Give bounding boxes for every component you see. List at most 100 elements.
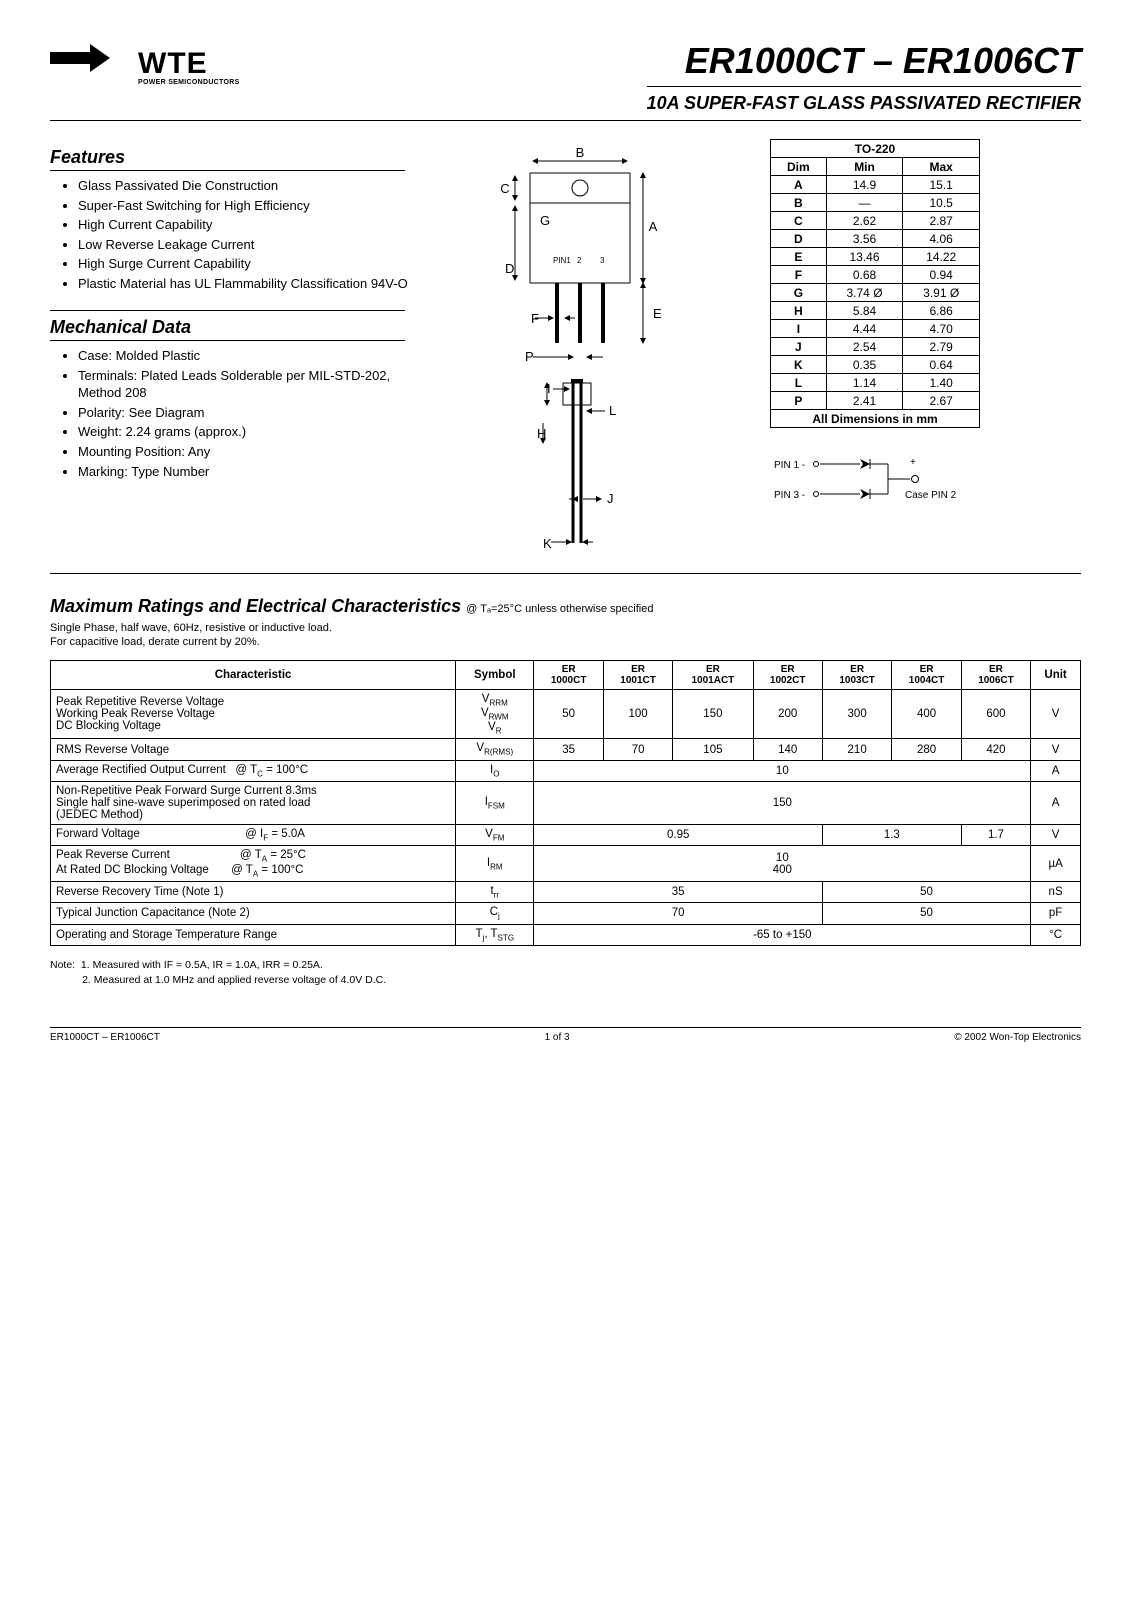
dim-A: A [649,219,658,234]
mechdata-rule [50,340,405,341]
feature-item: Glass Passivated Die Construction [78,177,425,195]
pin-plus: + [910,457,916,468]
features-title: Features [50,147,425,168]
dims-cell: 3.74 Ø [826,284,903,302]
ratings-row: Peak Repetitive Reverse VoltageWorking P… [51,689,1081,739]
header-rule [50,120,1081,121]
package-drawing: B C G A D PIN1 2 3 E F P I L H J [475,143,675,563]
dims-cell: 4.44 [826,320,903,338]
left-column: Features Glass Passivated Die Constructi… [50,139,425,563]
dims-cell: 2.62 [826,212,903,230]
ratings-symbol: Tj, TSTG [456,924,534,945]
dims-row: D3.564.06 [771,230,980,248]
ratings-value: 35 [534,881,822,902]
dims-row: K0.350.64 [771,356,980,374]
mid-row: Features Glass Passivated Die Constructi… [50,139,1081,563]
ratings-value: 300 [822,689,891,739]
dims-cell: I [771,320,827,338]
dims-cell: 0.64 [903,356,980,374]
ratings-char: RMS Reverse Voltage [51,739,456,760]
mechdata-rule-top [50,310,405,311]
dim-E: E [653,306,662,321]
dims-header: Min [826,158,903,176]
dim-C: C [500,181,509,196]
mechdata-item: Terminals: Plated Leads Solderable per M… [78,367,425,402]
bottom-notes: Note: 1. Measured with IF = 0.5A, IR = 1… [50,958,1081,987]
footer-left: ER1000CT – ER1006CT [50,1032,160,1043]
ratings-char: Reverse Recovery Time (Note 1) [51,881,456,902]
dims-cell: 1.40 [903,374,980,392]
dims-cell: C [771,212,827,230]
dims-cell: 2.41 [826,392,903,410]
footer-right: © 2002 Won-Top Electronics [954,1032,1081,1043]
title-block: ER1000CT – ER1006CT 10A SUPER-FAST GLASS… [647,40,1081,114]
dims-cell: 0.94 [903,266,980,284]
dims-row: A14.915.1 [771,176,980,194]
ratings-symbol: VFM [456,825,534,846]
dims-cell: 1.14 [826,374,903,392]
subtitle: 10A SUPER-FAST GLASS PASSIVATED RECTIFIE… [647,93,1081,114]
pin2-label: 2 [577,256,582,265]
dims-header: Max [903,158,980,176]
dims-cell: 0.35 [826,356,903,374]
dims-cell: 10.5 [903,194,980,212]
ratings-char: Operating and Storage Temperature Range [51,924,456,945]
title-rule [647,86,1081,87]
ratings-header: ER1006CT [961,660,1030,689]
ratings-value: 600 [961,689,1030,739]
ratings-symbol: IFSM [456,782,534,825]
ratings-value: 200 [753,689,822,739]
dims-cell: 3.91 Ø [903,284,980,302]
pin3-text: PIN 3 - [774,490,805,501]
ratings-row: Typical Junction Capacitance (Note 2)Cj7… [51,903,1081,924]
ratings-value: 140 [753,739,822,760]
mechdata-item: Mounting Position: Any [78,443,425,461]
ratings-char: Peak Reverse Current @ TA = 25°CAt Rated… [51,846,456,882]
dim-I: I [547,381,551,396]
logo-text: WTE POWER SEMICONDUCTORS [138,49,240,86]
dim-K: K [543,536,552,551]
pin-diagram: PIN 1 - PIN 3 - + Case PIN 2 [770,450,980,520]
right-column: TO-220 DimMinMax A14.915.1B—10.5C2.622.8… [725,139,1025,563]
pin1-label: PIN1 [553,256,571,265]
dims-cell: D [771,230,827,248]
dimensions-table: TO-220 DimMinMax A14.915.1B—10.5C2.622.8… [770,139,980,428]
ratings-unit: pF [1031,903,1081,924]
ratings-header: ER1002CT [753,660,822,689]
ratings-unit: V [1031,689,1081,739]
dims-cell: 3.56 [826,230,903,248]
dims-cell: 2.67 [903,392,980,410]
ratings-unit: µA [1031,846,1081,882]
pin3-label: 3 [600,256,605,265]
dims-cell: 5.84 [826,302,903,320]
ratings-title: Maximum Ratings and Electrical Character… [50,596,1081,617]
page-footer: ER1000CT – ER1006CT 1 of 3 © 2002 Won-To… [50,1027,1081,1043]
ratings-unit: °C [1031,924,1081,945]
ratings-row: Non-Repetitive Peak Forward Surge Curren… [51,782,1081,825]
dims-row: G3.74 Ø3.91 Ø [771,284,980,302]
ratings-header: ER1003CT [822,660,891,689]
dims-cell: 13.46 [826,248,903,266]
ratings-header: Unit [1031,660,1081,689]
dims-cell: A [771,176,827,194]
ratings-char: Average Rectified Output Current @ TC = … [51,760,456,781]
mechdata-title: Mechanical Data [50,317,425,338]
ratings-row: Peak Reverse Current @ TA = 25°CAt Rated… [51,846,1081,882]
dim-D: D [505,261,514,276]
ratings-table: CharacteristicSymbolER1000CTER1001CTER10… [50,660,1081,946]
ratings-char: Forward Voltage @ IF = 5.0A [51,825,456,846]
ratings-note: Single Phase, half wave, 60Hz, resistive… [50,621,1081,650]
ratings-row: Reverse Recovery Time (Note 1)trr3550nS [51,881,1081,902]
dims-cell: K [771,356,827,374]
dims-cell: J [771,338,827,356]
footer-center: 1 of 3 [545,1032,570,1043]
pin-case: Case PIN 2 [905,490,957,501]
logo-arrow-icon [50,40,130,95]
ratings-title-cond: @ Tₐ=25°C unless otherwise specified [466,603,653,615]
dims-header: Dim [771,158,827,176]
dims-row: L1.141.40 [771,374,980,392]
ratings-char: Peak Repetitive Reverse VoltageWorking P… [51,689,456,739]
dims-cell: 14.22 [903,248,980,266]
dims-cell: F [771,266,827,284]
ratings-value: 70 [603,739,672,760]
